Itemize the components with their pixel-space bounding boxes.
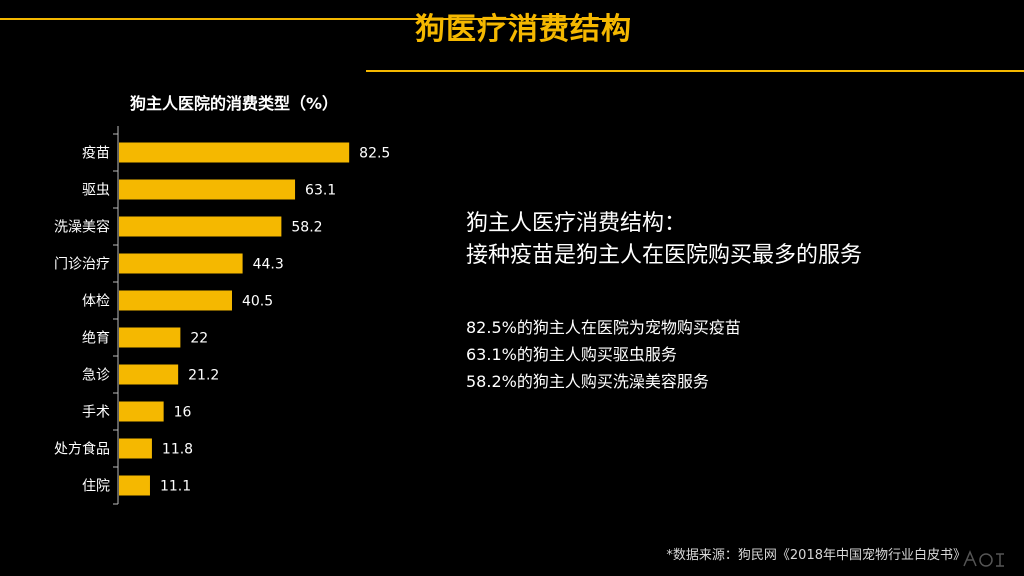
category-label: 住院 — [82, 479, 110, 495]
bar — [119, 364, 179, 385]
bar — [119, 253, 243, 274]
summary-point: 58.2%的狗主人购买洗澡美容服务 — [466, 372, 709, 391]
chart-title: 狗主人医院的消费类型（%） — [130, 94, 339, 113]
summary-point: 82.5%的狗主人在医院为宠物购买疫苗 — [466, 318, 741, 337]
bar — [119, 438, 152, 459]
category-label: 门诊治疗 — [54, 257, 110, 273]
bar — [119, 179, 296, 200]
value-label: 22 — [190, 331, 208, 347]
value-label: 58.2 — [291, 220, 322, 236]
bar — [119, 401, 164, 422]
summary-heading: 狗主人医疗消费结构： 接种疫苗是狗主人在医院购买最多的服务 — [466, 208, 862, 272]
bar — [119, 475, 150, 496]
value-label: 11.1 — [160, 479, 191, 495]
value-label: 21.2 — [188, 368, 219, 384]
category-label: 洗澡美容 — [54, 219, 110, 236]
bar — [119, 290, 232, 311]
summary-heading-line1: 狗主人医疗消费结构： — [466, 211, 687, 236]
watermark-logo-icon — [963, 550, 1004, 567]
value-label: 63.1 — [305, 183, 336, 199]
category-label: 手术 — [82, 405, 110, 421]
category-label: 处方食品 — [54, 441, 110, 458]
value-label: 40.5 — [242, 294, 273, 310]
top-accent-line — [0, 18, 630, 20]
category-label: 体检 — [82, 294, 110, 310]
bar — [119, 142, 350, 163]
summary-points: 82.5%的狗主人在医院为宠物购买疫苗 63.1%的狗主人购买驱虫服务 58.2… — [466, 314, 741, 395]
value-label: 44.3 — [253, 257, 284, 273]
title-underline — [366, 70, 1024, 72]
category-label: 绝育 — [82, 331, 110, 347]
value-label: 82.5 — [359, 146, 390, 162]
slide-title: 狗医疗消费结构 — [415, 12, 632, 47]
category-label: 疫苗 — [82, 146, 110, 162]
summary-point: 63.1%的狗主人购买驱虫服务 — [466, 345, 677, 364]
source-note: *数据来源：狗民网《2018年中国宠物行业白皮书》 — [666, 548, 966, 563]
category-label: 驱虫 — [82, 183, 110, 199]
value-label: 11.8 — [162, 442, 193, 458]
bar — [119, 327, 181, 348]
value-label: 16 — [174, 405, 192, 421]
bar — [119, 216, 282, 237]
category-label: 急诊 — [82, 368, 110, 384]
bar-chart: 疫苗 82.5 驱虫 63.1 洗澡美容 58.2 门诊治疗 44.3 体检 40.5 绝育 22 急诊… — [54, 126, 390, 505]
summary-heading-line2: 接种疫苗是狗主人在医院购买最多的服务 — [466, 243, 863, 268]
